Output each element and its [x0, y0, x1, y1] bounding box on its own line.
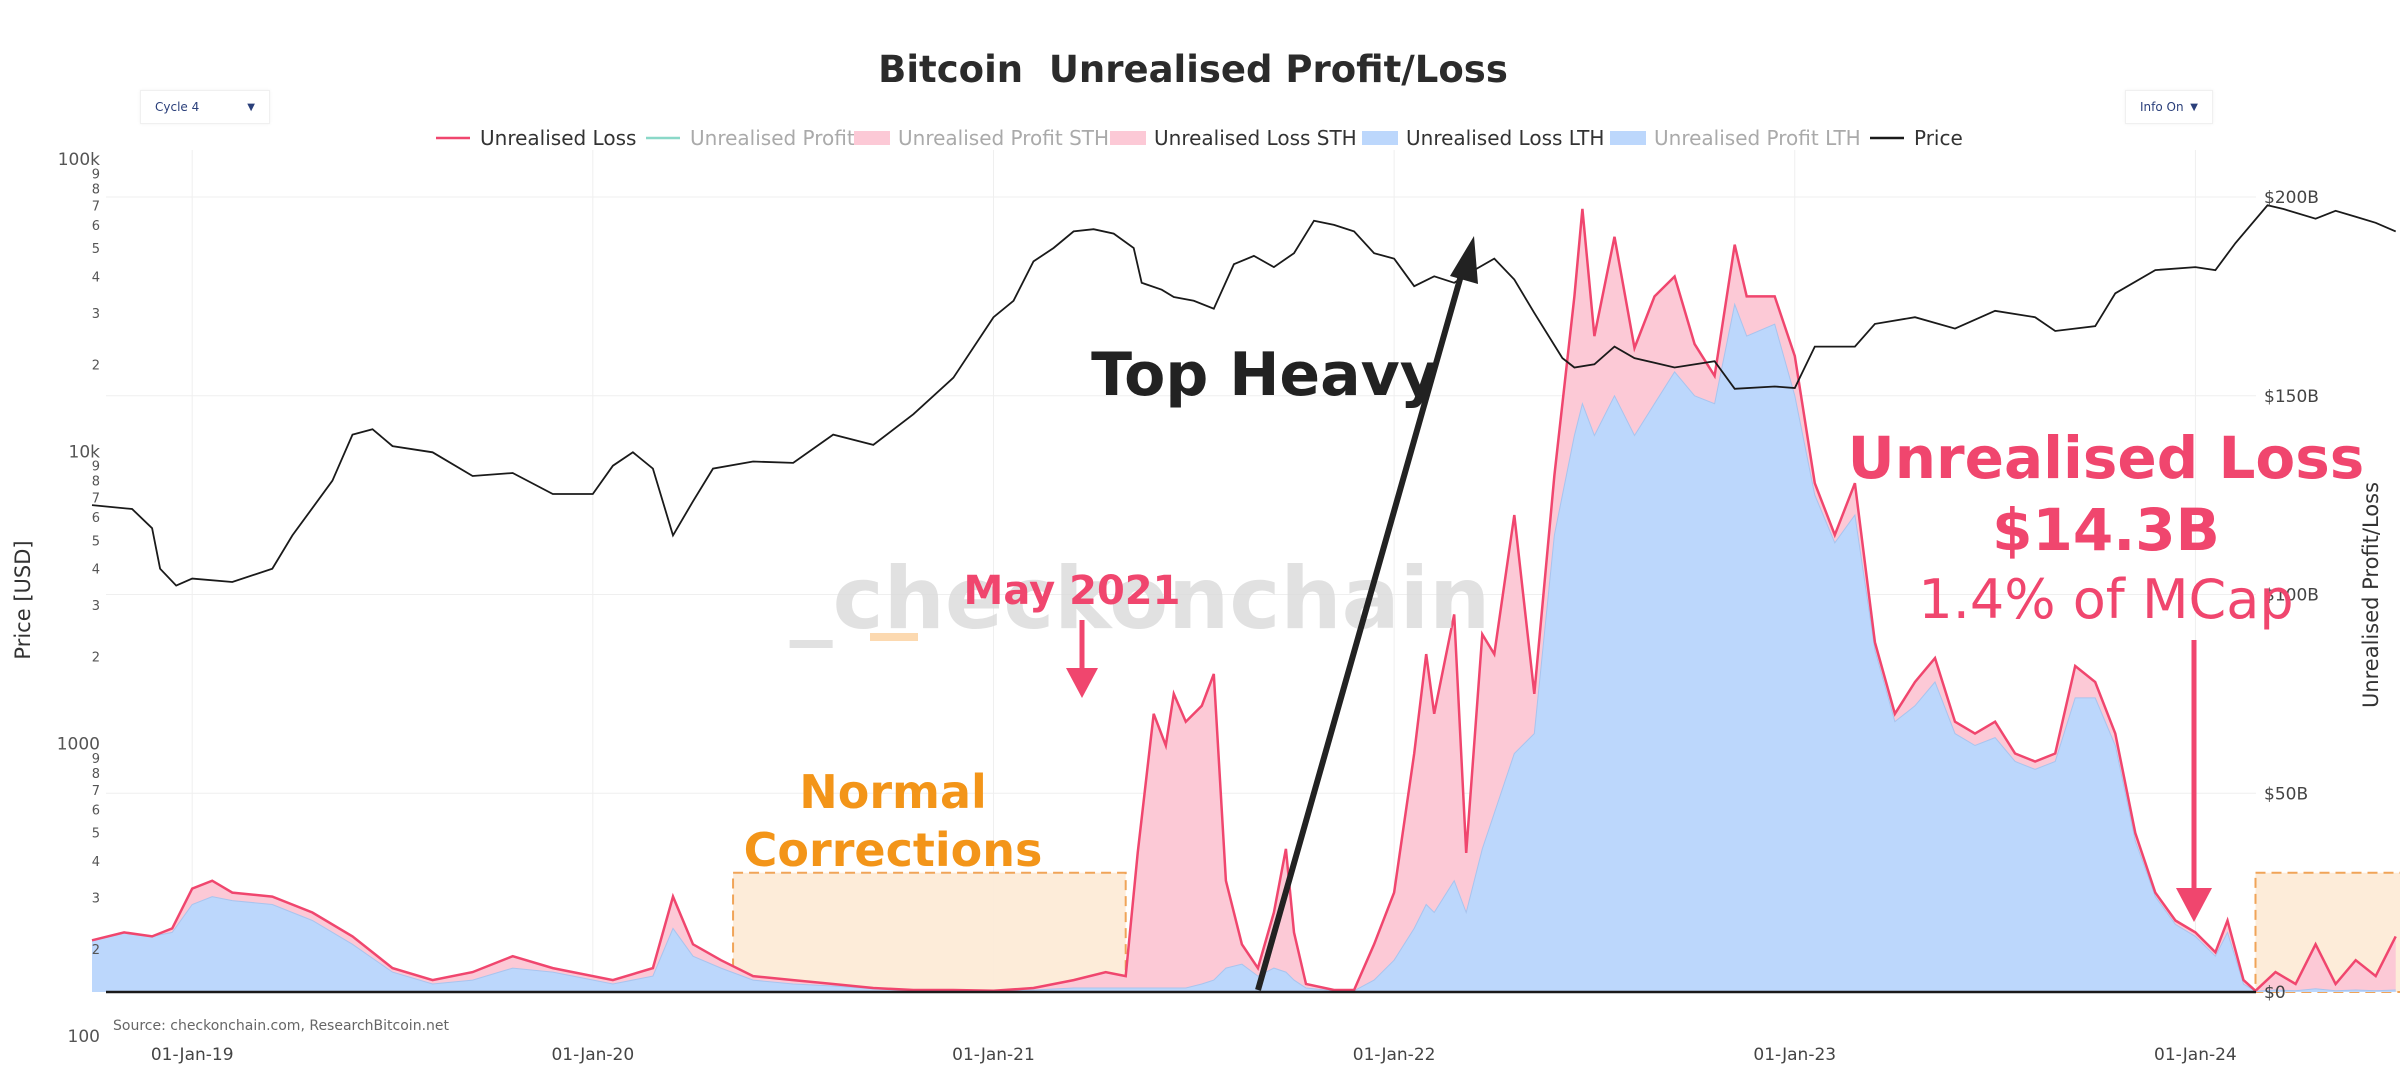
y-right-tick-label-3: $150B — [2264, 387, 2319, 407]
x-tick-label-2: 01-Jan-21 — [952, 1045, 1035, 1065]
axis-layer: 01-Jan-19 01-Jan-20 01-Jan-21 01-Jan-22 01-J… — [57, 150, 2319, 1065]
y-left-tick-label-9: 1000 — [57, 735, 100, 755]
y-left-tick-label-2: 3 — [92, 892, 100, 907]
legend: Unrealised Loss Unrealised Profit Unrealis… — [436, 126, 1963, 150]
highlight-layer — [732, 633, 2400, 993]
x-tick-label-3: 01-Jan-22 — [1353, 1045, 1436, 1065]
chevron-down-icon: ▼ — [2190, 101, 2198, 113]
cycle-select-value: Cycle 4 — [155, 100, 200, 114]
y-left-tick-label-25: 8 — [92, 182, 100, 197]
y-left-tick-label-6: 7 — [92, 784, 100, 799]
legend-item-3: Unrealised Loss STH — [1110, 126, 1357, 150]
x-tick-label-4: 01-Jan-23 — [1753, 1045, 1836, 1065]
loss-arrow-head — [2176, 888, 2212, 922]
y-right-tick-label-4: $200B — [2264, 188, 2319, 208]
y-left-tick-label-18: 10k — [69, 442, 101, 462]
y-axis-left-label: Price [USD] — [11, 540, 35, 659]
y-left-tick-label-7: 8 — [92, 767, 100, 782]
legend-swatch-3 — [1110, 131, 1146, 145]
chart-title: Bitcoin Unrealised Profit/Loss — [878, 48, 1508, 91]
legend-label-5: Unrealised Profit LTH — [1654, 126, 1861, 150]
legend-label-1: Unrealised Profit — [690, 126, 855, 150]
legend-item-2: Unrealised Profit STH — [854, 126, 1109, 150]
y-left-tick-label-14: 6 — [92, 511, 100, 526]
y-left-tick-label-24: 7 — [92, 199, 100, 214]
y-left-tick-label-5: 6 — [92, 804, 100, 819]
series-unrealised-loss-lth-area — [92, 304, 2396, 992]
y-right-tick-label-1: $50B — [2264, 784, 2308, 804]
annotation-top-heavy: Top Heavy — [1091, 340, 1439, 410]
legend-swatch-2 — [854, 131, 890, 145]
y-left-tick-label-10: 2 — [92, 651, 100, 666]
y-left-tick-label-27: 100k — [58, 150, 100, 170]
may-2021-arrow-head — [1066, 668, 1098, 698]
y-left-tick-label-17: 9 — [92, 460, 100, 475]
legend-label-4: Unrealised Loss LTH — [1406, 126, 1604, 150]
series-price-line — [91, 204, 2397, 587]
y-left-tick-label-8: 9 — [92, 752, 100, 767]
y-right-tick-label-2: $100B — [2264, 586, 2319, 606]
price-layer — [91, 204, 2397, 587]
y-left-tick-label-12: 4 — [92, 563, 100, 578]
annotation-normal-line2: Corrections — [744, 823, 1043, 877]
y-left-tick-label-23: 6 — [92, 219, 100, 234]
top-heavy-arrow-head — [1450, 236, 1478, 284]
legend-item-4: Unrealised Loss LTH — [1362, 126, 1604, 150]
highlight-box-0 — [732, 871, 1127, 993]
x-tick-label-5: 01-Jan-24 — [2154, 1045, 2237, 1065]
series-unrealised-loss-lth-edge — [91, 302, 2396, 992]
annotation-normal-line1: Normal — [799, 765, 987, 819]
info-select-value: Info On — [2140, 100, 2184, 114]
top-heavy-arrow-shaft — [1255, 271, 1465, 991]
annotation-may-2021: May 2021 — [964, 568, 1181, 614]
y-left-tick-label-1: 2 — [92, 943, 100, 958]
legend-label-6: Price — [1914, 126, 1963, 150]
legend-item-0: Unrealised Loss — [436, 126, 636, 150]
y-left-tick-label-11: 3 — [92, 599, 100, 614]
series-unrealised-loss-line — [91, 208, 2397, 993]
y-left-tick-label-26: 9 — [92, 167, 100, 182]
legend-label-2: Unrealised Profit STH — [898, 126, 1109, 150]
legend-item-6: Price — [1870, 126, 1963, 150]
annotation-layer: Normal Corrections May 2021 Top Heavy Un… — [744, 236, 2365, 991]
area-layer — [91, 208, 2397, 993]
y-left-tick-label-16: 8 — [92, 475, 100, 490]
annotation-mcap-pct: 1.4% of MCap — [1918, 568, 2293, 631]
y-left-tick-label-15: 7 — [92, 492, 100, 507]
source-note: Source: checkonchain.com, ResearchBitcoi… — [113, 1018, 450, 1034]
y-axis-right-label: Unrealised Profit/Loss — [2359, 482, 2383, 708]
legend-item-1: Unrealised Profit — [646, 126, 855, 150]
y-left-tick-label-21: 4 — [92, 270, 100, 285]
y-left-tick-label-13: 5 — [92, 534, 100, 549]
cycle-select[interactable]: Cycle 4 ▼ — [140, 90, 270, 124]
legend-swatch-4 — [1362, 131, 1398, 145]
annotation-unrealised-loss: Unrealised Loss — [1848, 424, 2365, 492]
chevron-down-icon: ▼ — [247, 101, 255, 113]
y-left-tick-label-3: 4 — [92, 855, 100, 870]
legend-swatch-5 — [1610, 131, 1646, 145]
y-left-tick-label-19: 2 — [92, 358, 100, 373]
y-right-tick-label-0: $0 — [2264, 983, 2286, 1003]
legend-label-3: Unrealised Loss STH — [1154, 126, 1357, 150]
watermark: _checkonchain — [790, 549, 1491, 649]
x-tick-label-0: 01-Jan-19 — [151, 1045, 234, 1065]
x-tick-label-1: 01-Jan-20 — [551, 1045, 634, 1065]
y-left-tick-label-20: 3 — [92, 307, 100, 322]
legend-label-0: Unrealised Loss — [480, 126, 636, 150]
y-left-tick-label-4: 5 — [92, 827, 100, 842]
y-left-tick-label-0: 100 — [68, 1027, 100, 1047]
y-left-tick-label-22: 5 — [92, 242, 100, 257]
legend-item-5: Unrealised Profit LTH — [1610, 126, 1861, 150]
info-select[interactable]: Info On ▼ — [2125, 90, 2213, 124]
annotation-loss-value: $14.3B — [1992, 496, 2220, 564]
